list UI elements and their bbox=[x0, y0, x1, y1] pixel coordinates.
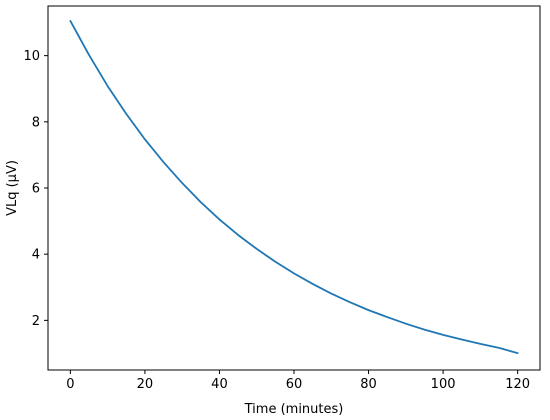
series-line-0 bbox=[69, 19, 519, 355]
y-tick-label: 10 bbox=[23, 49, 40, 64]
x-tick-label: 120 bbox=[505, 377, 530, 392]
x-axis-ticks: 0 20 40 60 80 100 120 bbox=[66, 370, 530, 392]
x-tick-label: 100 bbox=[431, 377, 456, 392]
plot-area bbox=[47, 5, 541, 371]
x-tick-label: 60 bbox=[286, 377, 303, 392]
x-tick-label: 40 bbox=[211, 377, 228, 392]
x-tick-label: 20 bbox=[137, 377, 154, 392]
axes-frame bbox=[47, 5, 541, 371]
y-tick-label: 8 bbox=[32, 115, 40, 130]
x-tick-label: 0 bbox=[66, 377, 74, 392]
y-tick-label: 6 bbox=[32, 182, 40, 197]
y-tick-label: 4 bbox=[32, 248, 40, 263]
y-axis-ticks: 2 4 6 8 10 bbox=[23, 49, 48, 329]
y-axis-label: VLq (μV) bbox=[5, 160, 20, 216]
x-axis-label: Time (minutes) bbox=[244, 402, 344, 417]
y-tick-label: 2 bbox=[32, 314, 40, 329]
x-tick-label: 80 bbox=[360, 377, 377, 392]
